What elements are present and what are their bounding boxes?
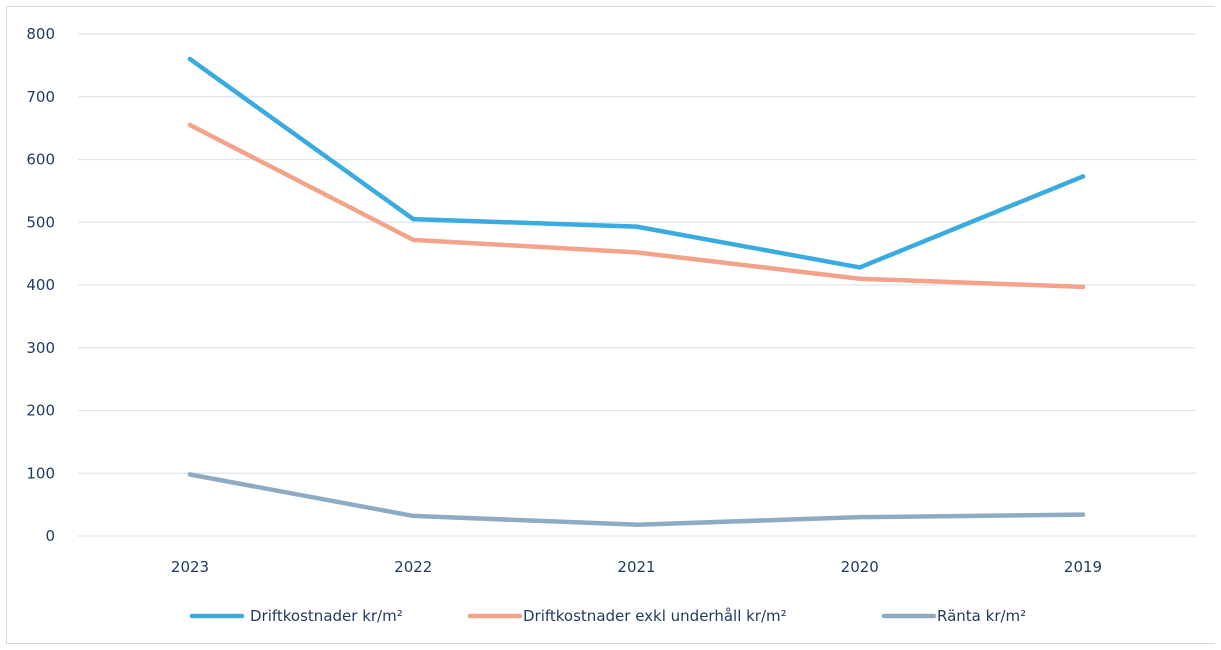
y-tick-label: 400 [26, 276, 55, 294]
series-line-3 [187, 472, 1086, 527]
y-tick-label: 300 [26, 339, 55, 357]
data-point-s2-2023 [187, 122, 193, 128]
legend: Driftkostnader kr/m² Driftkostnader exkl … [189, 607, 1026, 625]
y-tick-label: 500 [26, 213, 55, 231]
data-point-s1-2019 [1080, 174, 1086, 179]
y-tick-label: 800 [26, 25, 55, 43]
data-point-s3-2020 [857, 514, 862, 520]
x-tick-label-2020: 2020 [841, 558, 879, 576]
legend-label-2: Driftkostnader exkl underhåll kr/m² [523, 607, 787, 625]
y-tick-label: 700 [26, 88, 55, 106]
data-point-s3-2019 [1080, 512, 1086, 517]
y-tick-label: 200 [26, 402, 55, 420]
y-tick-label: 0 [45, 527, 55, 545]
y-tick-label: 600 [26, 151, 55, 169]
data-point-s1-2022 [411, 216, 416, 222]
data-point-s2-2022 [411, 237, 416, 243]
chart-frame [6, 6, 1215, 644]
data-point-s3-2023 [187, 472, 193, 477]
legend-label-3: Ränta kr/m² [937, 607, 1026, 625]
series-line-2 [187, 122, 1086, 290]
y-tick-label: 100 [26, 464, 55, 482]
data-point-s3-2021 [634, 522, 639, 527]
x-tick-label-2023: 2023 [171, 558, 209, 576]
data-point-s2-2019 [1080, 284, 1086, 290]
series-line-1 [187, 56, 1086, 270]
y-axis-tick-labels: 0 100 200 300 400 500 600 700 800 [26, 25, 55, 545]
data-point-s1-2020 [857, 265, 862, 270]
x-tick-label-2019: 2019 [1064, 558, 1102, 576]
data-point-s2-2020 [857, 276, 862, 281]
legend-label-1: Driftkostnader kr/m² [250, 607, 403, 625]
x-tick-label-2021: 2021 [617, 558, 655, 576]
data-point-s3-2022 [411, 513, 416, 519]
data-point-s1-2021 [634, 224, 639, 229]
data-point-s2-2021 [634, 250, 639, 255]
x-tick-label-2022: 2022 [394, 558, 432, 576]
data-point-s1-2023 [187, 56, 193, 62]
series-layer [187, 56, 1086, 527]
x-axis-tick-labels: 2023 2022 2021 2020 2019 [171, 558, 1102, 576]
grid-layer [78, 33, 1196, 537]
